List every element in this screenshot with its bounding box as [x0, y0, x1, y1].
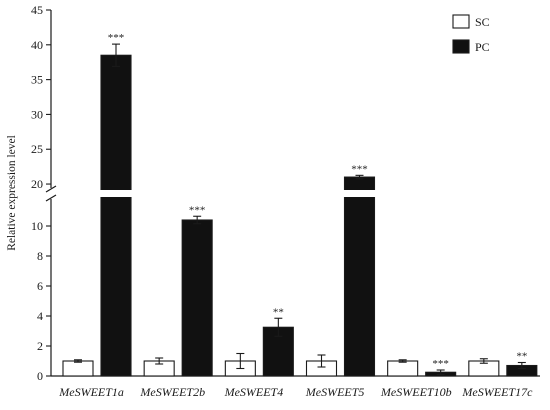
bars: [62, 43, 538, 377]
legend-swatch-pc: [452, 39, 470, 54]
y-tick-label: 30: [31, 107, 43, 121]
y-axis-label: Relative expression level: [6, 135, 18, 251]
category-label: MeSWEET10b: [380, 385, 452, 399]
category-label: MeSWEET1a: [58, 385, 124, 399]
y-tick-label: 45: [31, 3, 43, 17]
legend-label-sc: SC: [475, 15, 490, 29]
y-tick-label: 35: [31, 73, 43, 87]
legend-label-pc: PC: [475, 40, 490, 54]
axes: [45, 9, 540, 377]
y-tick-label: 4: [37, 309, 43, 323]
bar-pc: [343, 176, 376, 377]
significance-label: **: [516, 351, 527, 363]
y-tick-label: 10: [31, 219, 43, 233]
y-tick-label: 0: [37, 369, 43, 383]
significance-label: ***: [351, 163, 368, 175]
bar-sc: [62, 360, 94, 377]
category-label: MeSWEET4: [224, 385, 284, 399]
y-tick-label: 6: [37, 279, 43, 293]
bar-pc: [181, 219, 213, 377]
category-label: MeSWEET2b: [139, 385, 205, 399]
y-tick-label: 25: [31, 142, 43, 156]
legend-swatch-sc: [452, 14, 470, 29]
bar-sc: [387, 360, 419, 377]
y-tick-label: 8: [37, 249, 43, 263]
significance-label: ***: [108, 32, 125, 44]
legend: SC PC: [452, 14, 490, 54]
significance-label: ***: [432, 358, 449, 370]
bar-break-gap: [342, 190, 377, 197]
y-tick-label: 2: [37, 339, 43, 353]
axis-break-mark: [45, 185, 57, 193]
bar-pc: [100, 54, 132, 377]
category-label: MeSWEET5: [305, 385, 365, 399]
significance-label: **: [273, 306, 284, 318]
category-label: MeSWEET17c: [461, 385, 533, 399]
bar-break-gap: [99, 190, 133, 197]
significance-label: ***: [189, 204, 206, 216]
axis-break-mark: [45, 194, 57, 202]
labels: 0 2 4 6 8 10 20 25 30 35 40 45 Relative expression l…: [6, 3, 533, 399]
y-tick-label: 40: [31, 38, 43, 52]
y-tick-label: 20: [31, 177, 43, 191]
